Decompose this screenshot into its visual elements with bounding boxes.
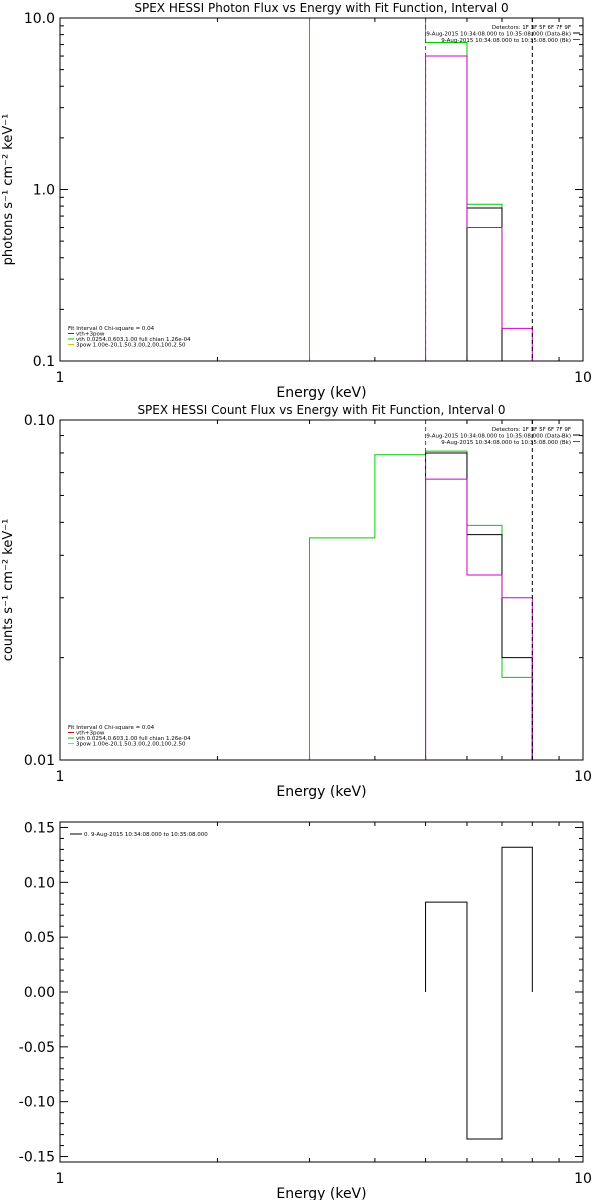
legend-line: 3pow 1.00e-20,1.50,3.00,2.00,100,2.50: [76, 742, 186, 748]
header-line: 9-Aug-2015 10:34:08.000 to 10:35:08.000 …: [441, 38, 571, 44]
x-tick-label: 10: [574, 769, 592, 785]
series-0-step-line: [309, 18, 533, 361]
chart-title: SPEX HESSI Count Flux vs Energy with Fit…: [137, 403, 505, 417]
x-axis-label: Energy (keV): [276, 1186, 366, 1200]
header-line: 9-Aug-2015 10:34:08.000 to 10:35:08.000 …: [441, 440, 571, 446]
y-tick-label: -0.15: [19, 1150, 55, 1166]
y-tick-label: 0.15: [24, 820, 55, 836]
legend-line: vth 0.0254,0.603,1.00 full chian 1.26e-0…: [76, 736, 191, 742]
legend-line: 3pow 1.00e-20,1.50,3.00,2.00,100,2.50: [76, 343, 186, 349]
plot-frame: [59, 17, 584, 362]
plot-frame: [59, 419, 584, 761]
header-line: 9-Aug-2015 10:34:08.000 to 10:35:08.000 …: [426, 434, 571, 440]
y-tick-label: -0.10: [19, 1095, 55, 1111]
header-line: Detectors: 1F 3F 5F 6F 7F 9F: [492, 427, 571, 433]
x-axis-label: Energy (keV): [276, 385, 366, 401]
legend-line: Fit Interval 0 Chi-square = 0.04: [68, 725, 155, 731]
series-0-step-line: [309, 450, 533, 760]
legend-line: vth+3pow: [76, 332, 105, 338]
y-tick-label: 0.10: [24, 413, 55, 429]
header-line: Detectors: 1F 3F 5F 6F 7F 9F: [492, 25, 571, 31]
series-1-step-line: [425, 452, 533, 760]
legend-line: vth 0.0254,0.603,1.00 full chian 1.26e-0…: [76, 337, 191, 343]
y-tick-label: 10.0: [24, 11, 55, 27]
x-tick-label: 1: [56, 1171, 65, 1187]
y-tick-label: 1.0: [33, 183, 55, 199]
y-axis-label: counts s⁻¹ cm⁻² keV⁻¹: [1, 519, 16, 662]
series-1-step-line: [466, 207, 533, 361]
header-line: 9-Aug-2015 10:34:08.000 to 10:35:08.000 …: [426, 32, 571, 38]
series-2-step-line: [425, 478, 533, 760]
x-axis-label: Energy (keV): [276, 784, 366, 800]
y-tick-label: 0.01: [24, 753, 55, 769]
y-tick-label: 0.00: [24, 985, 55, 1001]
legend-line: 0. 9-Aug-2015 10:34:08.000 to 10:35:08.0…: [84, 832, 208, 838]
legend-line: vth+3pow: [76, 731, 105, 737]
legend-line: Fit Interval 0 Chi-square = 0.04: [68, 326, 155, 332]
x-tick-label: 10: [574, 1171, 592, 1187]
y-tick-label: -0.05: [19, 1040, 55, 1056]
plot-frame: [59, 821, 584, 1163]
x-tick-label: 1: [56, 370, 65, 386]
y-tick-label: 0.1: [33, 354, 55, 370]
y-axis-label: photons s⁻¹ cm⁻² keV⁻¹: [1, 114, 16, 266]
x-tick-label: 1: [56, 769, 65, 785]
series-0-step-line: [425, 846, 533, 1140]
y-tick-label: 0.10: [24, 875, 55, 891]
x-tick-label: 10: [574, 370, 592, 386]
y-tick-label: 0.05: [24, 930, 55, 946]
chart-title: SPEX HESSI Photon Flux vs Energy with Fi…: [134, 1, 508, 15]
series-2-step-line: [425, 55, 533, 361]
